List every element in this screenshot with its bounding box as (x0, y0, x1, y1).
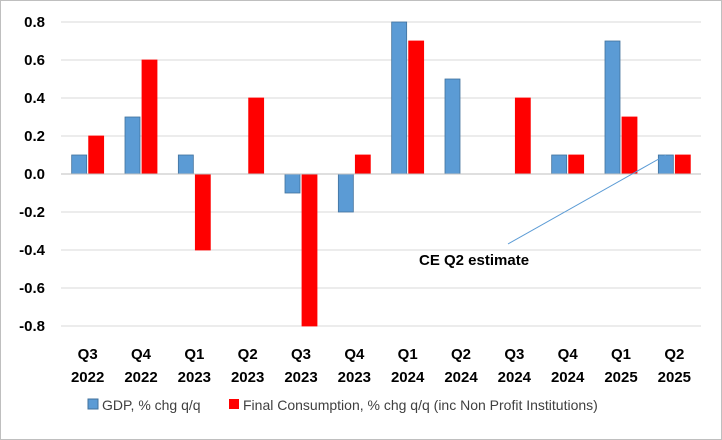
x-tick-year: 2024 (391, 369, 425, 386)
gdp-bar (391, 21, 408, 175)
y-axis-ticks: 0.8 0.6 0.4 0.2 0.0 -0.2 -0.4 -0.6 -0.8 (19, 14, 46, 335)
legend-swatch-gdp (87, 398, 99, 410)
y-tick-label: 0.2 (24, 128, 45, 145)
legend-label-gdp: GDP, % chg q/q (102, 397, 201, 413)
final-consumption-bar (141, 59, 158, 175)
final-consumption-bar (88, 135, 105, 175)
x-tick-quarter: Q1 (184, 346, 204, 363)
x-tick-quarter: Q2 (238, 346, 258, 363)
y-tick-label: -0.4 (19, 242, 46, 259)
gdp-bar (177, 154, 194, 175)
y-tick-label: -0.6 (19, 280, 45, 297)
x-tick-year: 2024 (498, 369, 532, 386)
final-consumption-bar (194, 173, 211, 251)
x-tick-quarter: Q3 (291, 346, 311, 363)
final-consumption-bar (568, 154, 585, 175)
x-tick-year: 2024 (551, 369, 585, 386)
y-tick-label: -0.2 (19, 204, 45, 221)
bars (71, 21, 691, 327)
gdp-bar (337, 173, 354, 213)
x-tick-year: 2023 (178, 369, 211, 386)
x-axis-ticks: Q3 2022 Q4 2022 Q1 2023 Q2 2023 Q3 2023 Q4 2023 Q1 20… (71, 346, 691, 386)
x-tick-quarter: Q4 (131, 346, 152, 363)
y-tick-label: 0.8 (24, 14, 45, 31)
final-consumption-bar (408, 40, 425, 175)
y-tick-label: -0.8 (19, 318, 45, 335)
final-consumption-bar (514, 97, 531, 175)
final-consumption-bar (248, 97, 265, 175)
gdp-bar (284, 173, 301, 194)
final-consumption-bar (674, 154, 691, 175)
final-consumption-bar (301, 173, 318, 327)
annotation-label: CE Q2 estimate (419, 252, 529, 269)
x-tick-quarter: Q1 (611, 346, 631, 363)
x-tick-year: 2023 (231, 369, 264, 386)
x-tick-quarter: Q2 (451, 346, 471, 363)
x-tick-year: 2023 (338, 369, 371, 386)
legend-label-final-consumption: Final Consumption, % chg q/q (inc Non Pr… (243, 397, 598, 413)
x-tick-year: 2024 (444, 369, 478, 386)
x-tick-quarter: Q3 (78, 346, 98, 363)
x-tick-year: 2023 (284, 369, 317, 386)
x-tick-quarter: Q3 (504, 346, 524, 363)
x-tick-quarter: Q4 (344, 346, 365, 363)
y-tick-label: 0.4 (24, 90, 46, 107)
x-tick-quarter: Q4 (558, 346, 579, 363)
gdp-bar (444, 78, 461, 175)
annotation: CE Q2 estimate (419, 154, 667, 269)
y-tick-label: 0.6 (24, 52, 45, 69)
legend: GDP, % chg q/q Final Consumption, % chg … (87, 397, 598, 413)
annotation-pointer-line (507, 154, 667, 245)
legend-swatch-final-consumption (229, 399, 239, 409)
x-tick-year: 2022 (124, 369, 157, 386)
x-tick-year: 2025 (604, 369, 637, 386)
y-tick-label: 0.0 (24, 166, 45, 183)
gdp-bar (551, 154, 568, 175)
final-consumption-bar (354, 154, 371, 175)
gdp-bar (71, 154, 88, 175)
gdp-bar (124, 116, 141, 175)
x-tick-quarter: Q2 (664, 346, 684, 363)
final-consumption-bar (621, 116, 638, 175)
x-tick-year: 2022 (71, 369, 104, 386)
x-tick-year: 2025 (658, 369, 691, 386)
x-tick-quarter: Q1 (398, 346, 418, 363)
gdp-bar (604, 40, 621, 175)
